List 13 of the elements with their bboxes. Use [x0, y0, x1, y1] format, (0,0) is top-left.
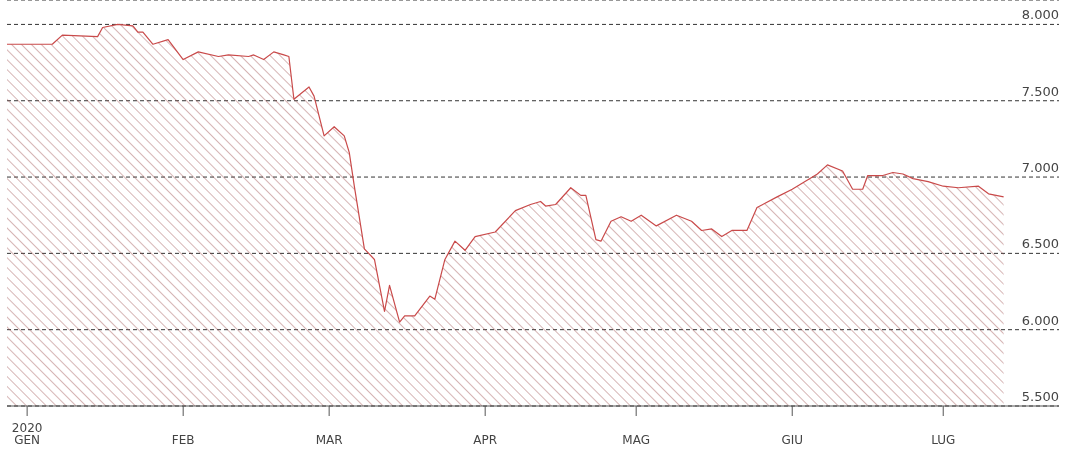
x-tick-label: LUG: [931, 433, 956, 447]
y-tick-label: 6.500: [1021, 236, 1059, 252]
x-tick-label: MAG: [622, 433, 651, 447]
x-tick-label: APR: [473, 433, 498, 447]
y-tick-label: 5.500: [1021, 389, 1059, 404]
x-tick-label: MAR: [315, 433, 343, 447]
y-tick-label: 7.500: [1021, 83, 1059, 99]
y-tick-label: 8.000: [1021, 7, 1059, 23]
x-tick-label: 2020 GEN: [11, 421, 43, 447]
x-tick-label: GIU: [781, 433, 804, 447]
x-tick-label: FEB: [171, 433, 195, 447]
y-tick-label: 6.000: [1021, 312, 1059, 328]
y-tick-label: 7.000: [1021, 160, 1059, 176]
